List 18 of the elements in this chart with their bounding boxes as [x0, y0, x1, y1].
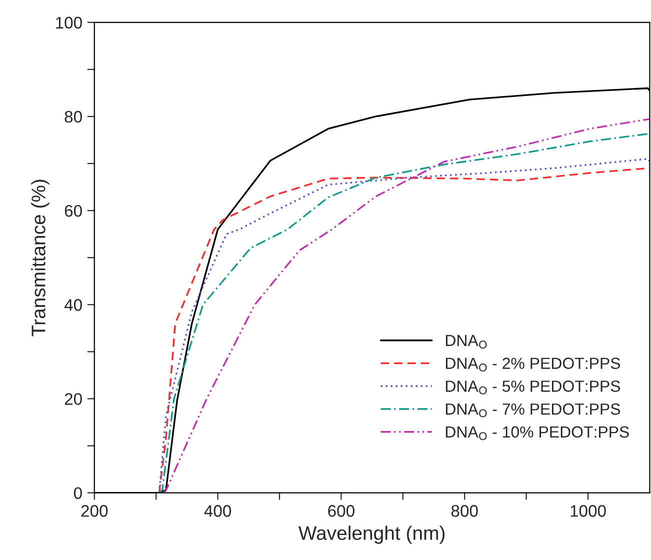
x-tick-label: 600 — [328, 505, 354, 517]
x-tick-label: 400 — [204, 505, 232, 517]
x-tick-label: 800 — [451, 505, 478, 517]
x-tick-label: 200 — [81, 505, 108, 517]
legend-label: DNA$_{O}$ - 7% PEDOT:PPS — [446, 403, 620, 418]
legend-label: DNA$_{O}$ - 2% PEDOT:PPS — [446, 358, 620, 372]
x-axis-title: Wavelenght (nm) — [298, 526, 445, 544]
y-tick-label: 100 — [56, 16, 82, 29]
y-tick-label: 20 — [64, 393, 82, 405]
y-tick-label: 40 — [64, 299, 82, 311]
y-tick-label: 80 — [64, 110, 82, 123]
y-tick-label: 60 — [64, 204, 82, 217]
x-tick-label: 1000 — [570, 505, 606, 517]
legend-label: DNA$_{O}$ - 10% PEDOT:PPS — [446, 426, 629, 440]
legend-label: DNA$_{O}$ — [446, 334, 487, 349]
y-tick-label: 0 — [74, 487, 82, 500]
y-axis-title: Transmittance (%) — [31, 180, 50, 336]
legend-label: DNA$_{O}$ - 5% PEDOT:PPS — [446, 380, 620, 394]
